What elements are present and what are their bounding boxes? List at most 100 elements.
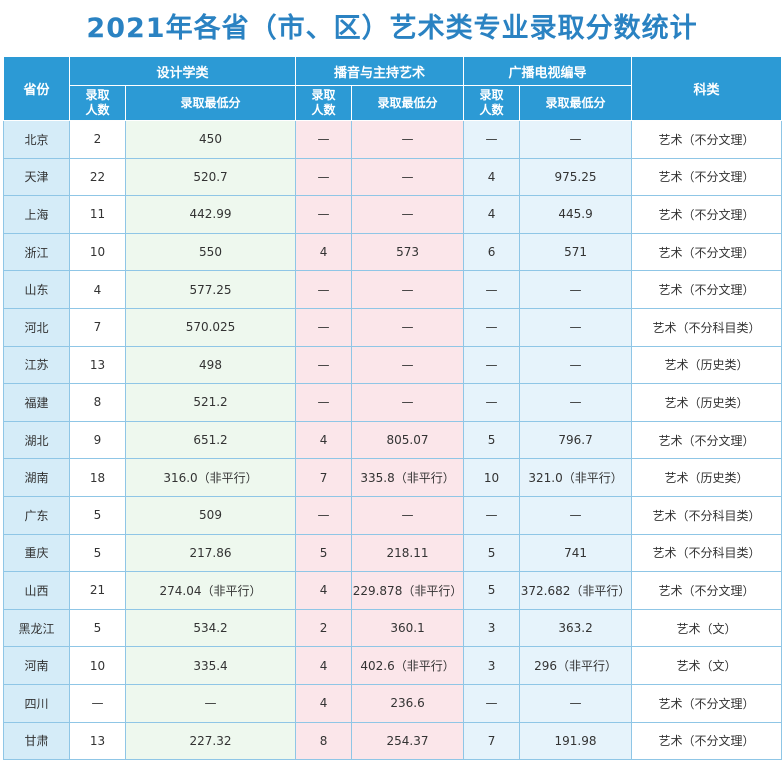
table-row: 湖南 18 316.0（非平行） 7 335.8（非平行） 10 321.0（非平行） 艺术（… (3, 458, 783, 497)
tv-directing-count-cell: — (463, 683, 521, 723)
province-cell: 上海 (3, 195, 70, 234)
header-province: 省份 (3, 56, 70, 121)
header-category: 科类 (631, 56, 783, 121)
design-count-cell: 10 (69, 232, 126, 272)
category-cell: 艺术（不分文理） (631, 157, 783, 197)
category-cell: 艺术（文） (631, 646, 783, 685)
tv-directing-min-score-cell: 571 (519, 232, 633, 272)
province-cell: 河北 (3, 307, 70, 347)
tv-directing-count-cell: — (463, 270, 521, 309)
tv-directing-min-score-cell: 191.98 (519, 721, 633, 761)
broadcasting-min-score-cell: 335.8（非平行） (351, 458, 465, 497)
broadcasting-min-score-cell: — (351, 195, 465, 234)
category-cell: 艺术（历史类） (631, 383, 783, 422)
tv-directing-count-cell: — (463, 345, 521, 385)
design-count-cell: 11 (69, 195, 126, 234)
broadcasting-count-cell: — (295, 495, 353, 535)
design-min-score-cell: 550 (124, 232, 297, 272)
province-cell: 山西 (3, 571, 70, 610)
header-tv-directing-min-score: 录取最低分 (519, 85, 633, 121)
design-min-score-cell: 442.99 (124, 195, 297, 234)
category-cell: 艺术（不分文理） (631, 683, 783, 723)
province-cell: 四川 (3, 683, 70, 723)
design-count-cell: 4 (69, 270, 126, 309)
table-row: 江苏 13 498— — — — 艺术（历史类） (3, 345, 783, 385)
category-cell: 艺术（不分科目类） (631, 307, 783, 347)
table-row: 山东 4 577.25— — — — 艺术（不分文理） (3, 270, 783, 309)
header-broadcasting-count: 录取 人数 (295, 85, 353, 121)
category-cell: 艺术（历史类） (631, 345, 783, 385)
admission-score-table: 省份 设计学类 播音与主持艺术 广播电视编导 科类 录取 人数 录取最低分 录取人… (3, 56, 783, 761)
table-row: 广东 5 509— — — — 艺术（不分科目类） (3, 495, 783, 535)
broadcasting-count-cell: — (295, 157, 353, 197)
design-min-score-cell: 450 (124, 120, 297, 159)
design-count-cell: 22 (69, 157, 126, 197)
tv-directing-min-score-cell: — (519, 345, 633, 385)
design-count-cell: 13 (69, 721, 126, 761)
design-count-cell: 5 (69, 495, 126, 535)
design-count-cell: 10 (69, 646, 126, 685)
broadcasting-count-cell: 7 (295, 458, 353, 497)
design-count-cell: 5 (69, 533, 126, 573)
design-count-cell: 5 (69, 608, 126, 648)
design-min-score-cell: 651.2 (124, 420, 297, 460)
category-cell: 艺术（不分文理） (631, 270, 783, 309)
tv-directing-min-score-cell: — (519, 383, 633, 422)
tv-directing-count-cell: 7 (463, 721, 521, 761)
category-cell: 艺术（不分文理） (631, 120, 783, 159)
design-min-score-cell: 316.0（非平行） (124, 458, 297, 497)
design-min-score-cell: 227.32 (124, 721, 297, 761)
tv-directing-min-score-cell: — (519, 307, 633, 347)
tv-directing-min-score-cell: — (519, 683, 633, 723)
category-cell: 艺术（不分科目类） (631, 533, 783, 573)
tv-directing-min-score-cell: 741 (519, 533, 633, 573)
broadcasting-min-score-cell: — (351, 345, 465, 385)
broadcasting-count-cell: 4 (295, 646, 353, 685)
category-cell: 艺术（历史类） (631, 458, 783, 497)
header-group-tv-directing: 广播电视编导 (463, 56, 633, 86)
province-cell: 重庆 (3, 533, 70, 573)
tv-directing-count-cell: 5 (463, 571, 521, 610)
province-cell: 江苏 (3, 345, 70, 385)
table-row: 天津 22 520.7— —4 975.25 艺术（不分文理） (3, 157, 783, 197)
design-min-score-cell: 509 (124, 495, 297, 535)
broadcasting-count-cell: 4 (295, 232, 353, 272)
province-cell: 北京 (3, 120, 70, 159)
category-cell: 艺术（不分文理） (631, 232, 783, 272)
province-cell: 山东 (3, 270, 70, 309)
broadcasting-count-cell: — (295, 307, 353, 347)
table-row: 重庆 5 217.86 5 218.11 5 741 艺术（不分科目类） (3, 533, 783, 573)
header-design-count: 录取 人数 (69, 85, 126, 121)
table-row: 浙江 10 550 4 573 6 571 艺术（不分文理） (3, 232, 783, 272)
broadcasting-count-cell: — (295, 195, 353, 234)
design-min-score-cell: 335.4 (124, 646, 297, 685)
table-row: 河南 10 335.4 4 402.6（非平行） 3 296（非平行） 艺术（文） (3, 646, 783, 685)
province-cell: 黑龙江 (3, 608, 70, 648)
tv-directing-count-cell: 3 (463, 608, 521, 648)
design-min-score-cell: 577.25 (124, 270, 297, 309)
tv-directing-min-score-cell: 445.9 (519, 195, 633, 234)
design-min-score-cell: 534.2 (124, 608, 297, 648)
broadcasting-min-score-cell: — (351, 495, 465, 535)
design-count-cell: 7 (69, 307, 126, 347)
header-design-min-score: 录取最低分 (124, 85, 297, 121)
design-min-score-cell: 274.04（非平行） (124, 571, 297, 610)
category-cell: 艺术（不分文理） (631, 420, 783, 460)
tv-directing-min-score-cell: — (519, 120, 633, 159)
category-cell: 艺术（文） (631, 608, 783, 648)
broadcasting-count-cell: 5 (295, 533, 353, 573)
tv-directing-count-cell: — (463, 495, 521, 535)
broadcasting-min-score-cell: 254.37 (351, 721, 465, 761)
broadcasting-count-cell: 4 (295, 420, 353, 460)
header-broadcasting-min-score: 录取最低分 (351, 85, 465, 121)
broadcasting-min-score-cell: — (351, 307, 465, 347)
tv-directing-count-cell: 4 (463, 195, 521, 234)
table-row: 上海 11 442.99— —4 445.9 艺术（不分文理） (3, 195, 783, 234)
broadcasting-min-score-cell: 402.6（非平行） (351, 646, 465, 685)
table-body: 北京 2 450— — — — 艺术（不分文理） 天津 22 520.7— —4 975.25 艺术（不… (3, 120, 783, 761)
design-count-cell: 8 (69, 383, 126, 422)
province-cell: 福建 (3, 383, 70, 422)
design-min-score-cell: 520.7 (124, 157, 297, 197)
table-row: 山西 21 274.04（非平行） 4 229.878（非平行） 5 372.682（非平行… (3, 571, 783, 610)
broadcasting-min-score-cell: 573 (351, 232, 465, 272)
